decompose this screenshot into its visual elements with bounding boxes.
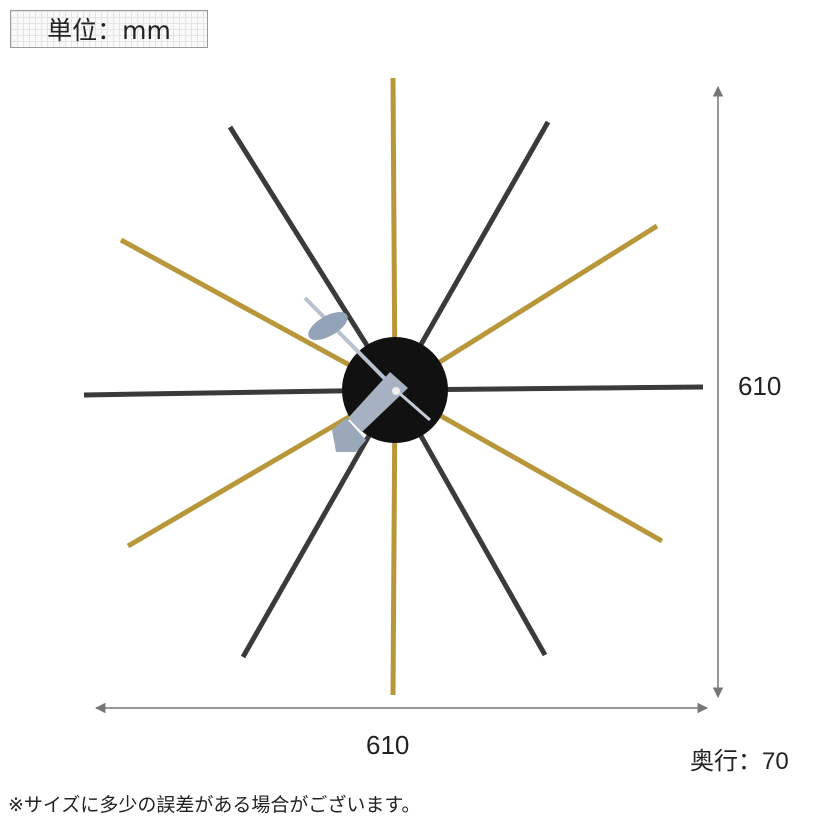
size-disclaimer: ※サイズに多少の誤差がある場合がございます。 [8,794,421,816]
clock-hands [303,296,431,452]
depth-label: 奥行：70 [690,748,789,775]
height-label: 610 [738,371,782,401]
width-label: 610 [366,730,410,760]
unit-label: 単位：mm [10,10,208,48]
